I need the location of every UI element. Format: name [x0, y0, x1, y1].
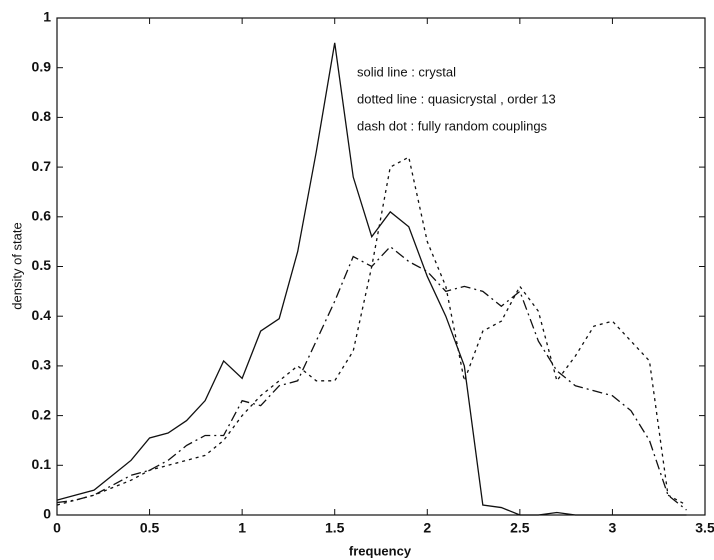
y-tick-label: 0.8	[32, 108, 52, 124]
annotation: dash dot : fully random couplings	[357, 118, 548, 133]
x-tick-label: 1.5	[325, 520, 345, 536]
annotation: dotted line : quasicrystal , order 13	[357, 91, 556, 106]
y-tick-label: 0.6	[32, 208, 52, 224]
y-tick-label: 0.3	[32, 357, 52, 373]
y-tick-label: 0.5	[32, 257, 52, 273]
y-tick-label: 0.7	[32, 158, 52, 174]
annotation: solid line : crystal	[357, 64, 456, 79]
x-tick-label: 0.5	[140, 520, 160, 536]
y-tick-label: 1	[43, 9, 51, 25]
x-tick-label: 1	[238, 520, 246, 536]
y-tick-label: 0	[43, 506, 51, 522]
x-tick-label: 0	[53, 520, 61, 536]
x-axis-label: frequency	[349, 543, 412, 558]
y-axis-label: density of state	[9, 222, 24, 309]
y-tick-label: 0.9	[32, 58, 52, 74]
series-line	[56, 245, 687, 511]
x-tick-label: 2	[423, 520, 431, 536]
y-tick-label: 0.2	[32, 406, 52, 422]
series-line	[56, 156, 687, 506]
y-tick-label: 0.1	[32, 456, 52, 472]
x-tick-label: 3.5	[695, 520, 714, 536]
series-line	[56, 42, 687, 516]
y-tick-label: 0.4	[32, 307, 52, 323]
x-tick-label: 2.5	[510, 520, 530, 536]
x-tick-label: 3	[609, 520, 617, 536]
